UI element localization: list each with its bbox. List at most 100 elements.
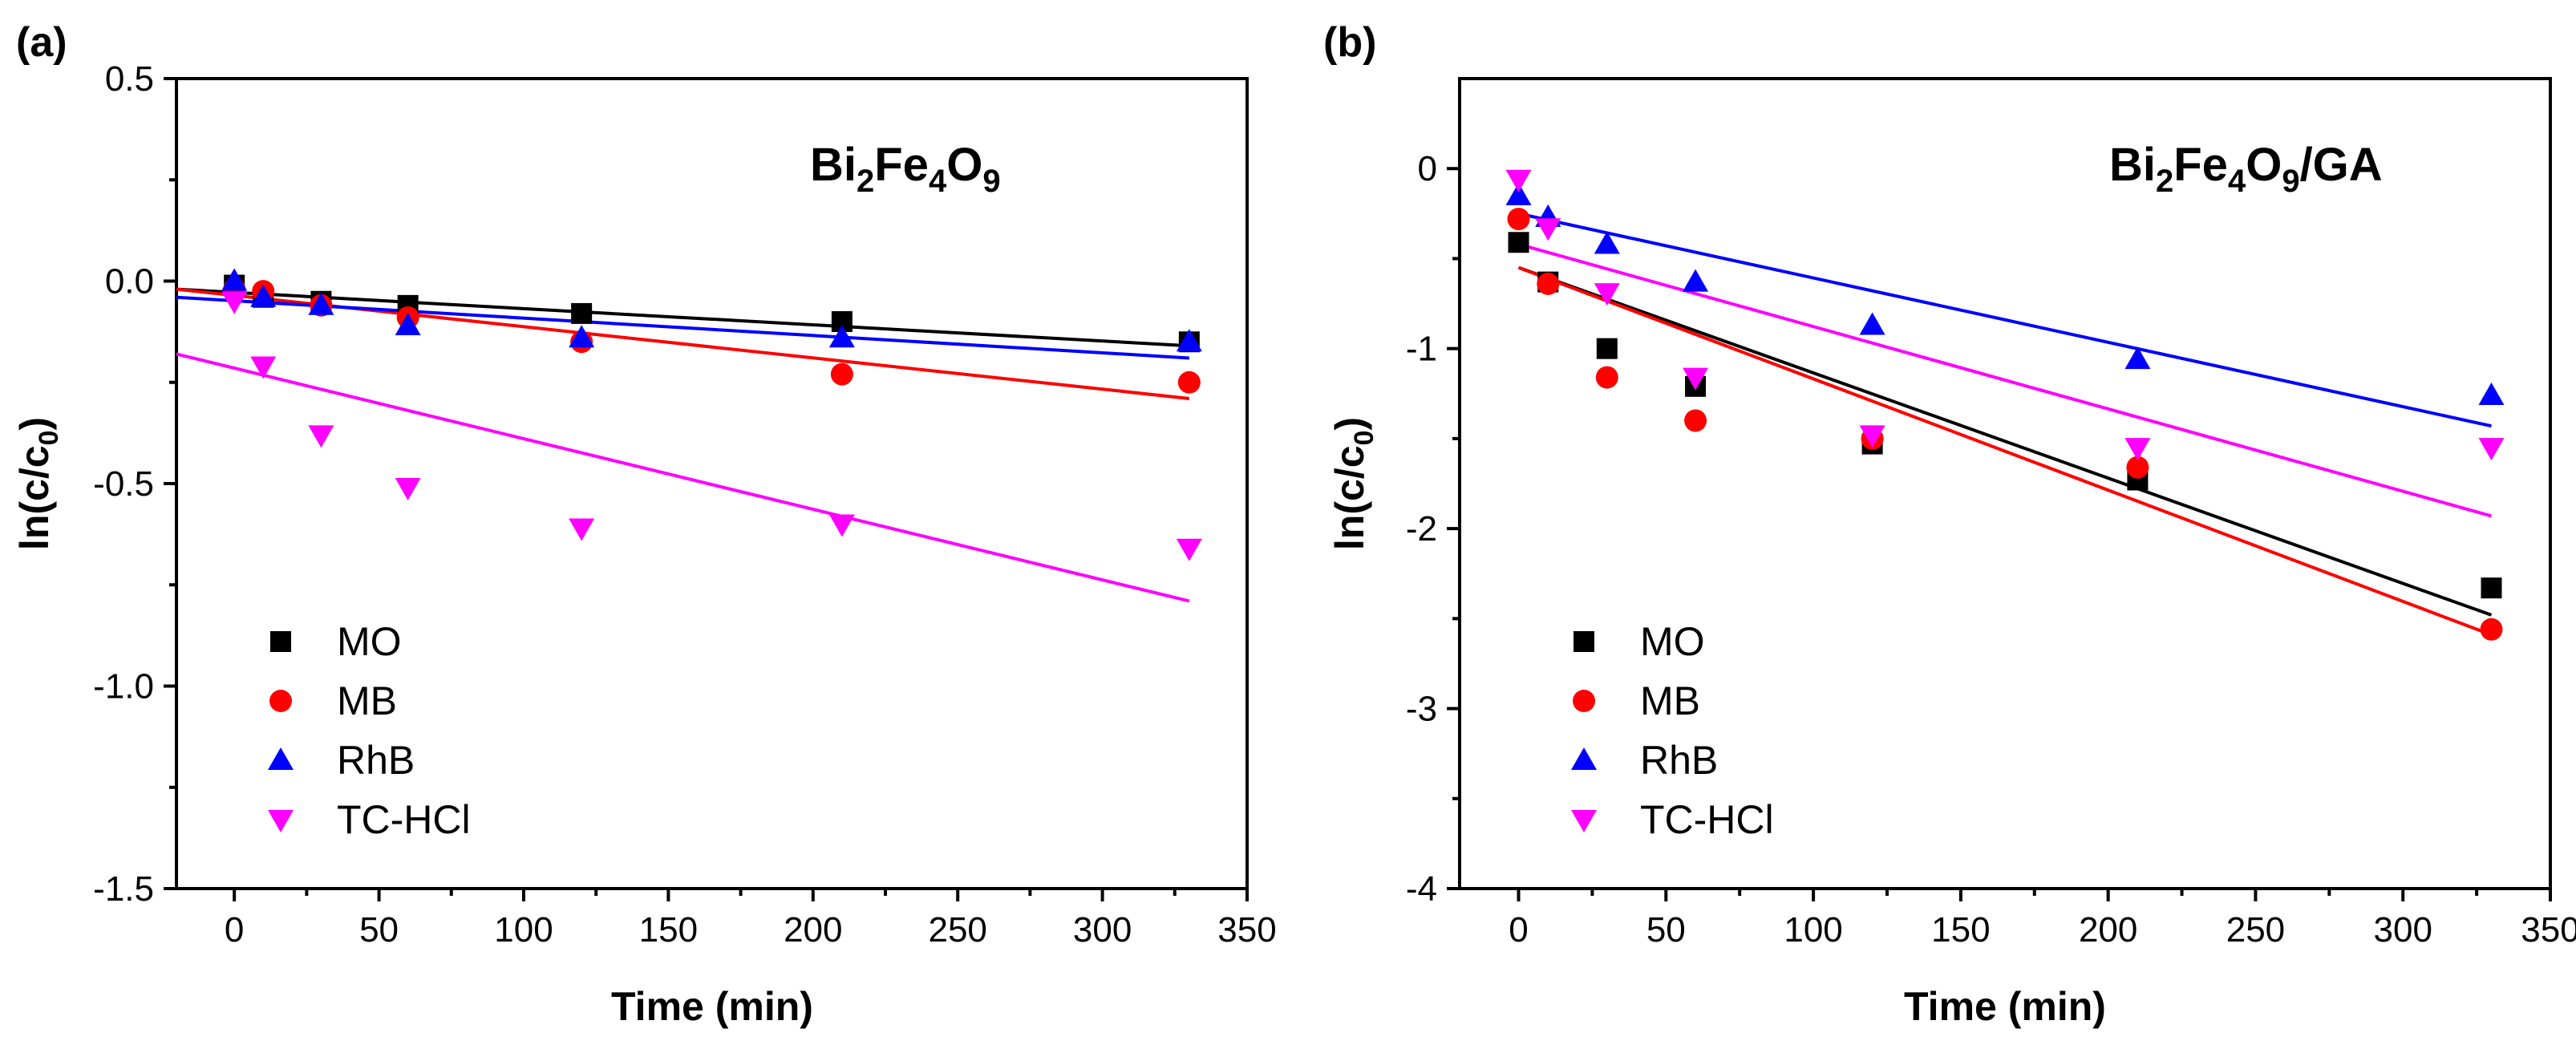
panel-label: (b): [1323, 19, 1376, 66]
data-point-tc-hcl: [308, 425, 334, 448]
fit-line-mo: [1517, 265, 2493, 617]
legend-label-mo: MO: [1640, 619, 1705, 664]
y-tick-label: -4: [1406, 869, 1437, 909]
data-point-mo: [1596, 338, 1618, 359]
data-point-tc-hcl: [395, 478, 421, 501]
data-point-rhb: [221, 268, 248, 291]
data-point-rhb: [250, 284, 277, 307]
legend-label-mb: MB: [1640, 678, 1700, 723]
legend-marker-tc-hcl: [1571, 810, 1597, 832]
data-point-rhb: [1594, 231, 1620, 254]
legend-label-mo: MO: [337, 619, 402, 664]
fit-line-tc-hcl: [176, 352, 1190, 603]
y-tick-label: -1.5: [93, 869, 154, 909]
x-tick-label: 100: [1784, 910, 1842, 950]
data-point-tc-hcl: [828, 514, 855, 537]
x-tick-label: 0: [225, 910, 244, 950]
y-tick-label: 0.0: [105, 262, 154, 302]
data-point-rhb: [1505, 182, 1532, 205]
y-tick-label: -0.5: [93, 464, 154, 504]
data-point-tc-hcl: [1683, 367, 1709, 391]
data-point-rhb: [1176, 329, 1202, 352]
fit-line-rhb: [176, 295, 1189, 360]
x-tick-label: 50: [1646, 910, 1686, 950]
x-tick-label: 300: [1073, 910, 1132, 950]
data-point-rhb: [2124, 346, 2151, 370]
data-point-mb: [2126, 456, 2149, 479]
data-point-mb: [1684, 409, 1707, 432]
legend-marker-mo: [270, 631, 291, 652]
data-point-tc-hcl: [1505, 169, 1532, 192]
data-point-tc-hcl: [1594, 283, 1620, 306]
data-point-rhb: [828, 325, 855, 348]
legend-label-mb: MB: [337, 678, 397, 723]
data-point-rhb: [569, 325, 595, 348]
data-point-tc-hcl: [1176, 538, 1202, 561]
data-point-rhb: [308, 292, 334, 315]
x-tick-label: 100: [494, 910, 553, 950]
data-point-mb: [1177, 371, 1201, 394]
data-point-mo: [1508, 232, 1529, 253]
legend-marker-mb: [269, 690, 292, 712]
x-tick-label: 350: [2521, 910, 2576, 950]
x-tick-label: 200: [784, 910, 842, 950]
x-tick-label: 200: [2079, 910, 2137, 950]
data-point-mb: [1595, 366, 1618, 389]
panel-label: (a): [16, 19, 67, 66]
fit-line-mo: [176, 287, 1189, 348]
data-point-mo: [2481, 577, 2502, 599]
chart-panel-b: 0 50 100 150 200 250 300 350 0 -1 -2 -3 -4 Time (min)…: [1323, 19, 2576, 1029]
y-tick-label: 0: [1418, 149, 1437, 188]
data-point-tc-hcl: [1859, 425, 1885, 448]
x-tick-label: 150: [1931, 910, 1990, 950]
x-tick-label: 300: [2374, 910, 2432, 950]
x-tick-label: 150: [639, 910, 698, 950]
x-tick-label: 250: [2226, 910, 2285, 950]
fit-line-tc-hcl: [1517, 242, 2493, 518]
data-point-tc-hcl: [1535, 218, 1561, 241]
legend: MO MB RhB TC-HCl: [268, 619, 471, 842]
x-tick-label: 250: [928, 910, 986, 950]
material-annotation: Bi2Fe4O9/GA: [2109, 139, 2383, 199]
y-axis-title: ln(c/c0): [1327, 417, 1379, 550]
data-point-mb: [830, 362, 853, 386]
y-axis-title: ln(c/c0): [12, 417, 64, 550]
data-point-tc-hcl: [2478, 438, 2505, 461]
legend-label-rhb: RhB: [1640, 738, 1718, 783]
chart-panel-a: 0 50 100 150 200 250 300 350 0.5 0.0 -0.5 -1.0 -1.5 T…: [12, 19, 1277, 1029]
x-axis-title: Time (min): [611, 984, 813, 1029]
legend-label-tc-hcl: TC-HCl: [337, 797, 471, 842]
data-point-rhb: [395, 313, 421, 336]
data-point-rhb: [1683, 269, 1709, 292]
data-point-mb: [1507, 208, 1530, 231]
data-point-tc-hcl: [569, 518, 595, 541]
legend-marker-tc-hcl: [268, 810, 294, 832]
data-point-mb: [1537, 272, 1560, 295]
x-tick-label: 350: [1217, 910, 1276, 950]
y-tick-label: -3: [1406, 690, 1437, 729]
fit-line-rhb: [1518, 212, 2492, 428]
data-point-tc-hcl: [250, 356, 277, 379]
legend-marker-mb: [1573, 690, 1595, 712]
legend-marker-rhb: [268, 747, 294, 770]
data-point-rhb: [2478, 383, 2505, 406]
data-point-tc-hcl: [2124, 438, 2151, 461]
data-point-tc-hcl: [221, 291, 248, 314]
legend-marker-mo: [1574, 631, 1594, 652]
plot-frame: [1458, 77, 2552, 890]
y-tick-label: 0.5: [105, 59, 154, 99]
data-point-mo: [571, 302, 593, 324]
x-tick-label: 0: [1509, 910, 1528, 950]
legend-label-tc-hcl: TC-HCl: [1640, 797, 1774, 842]
legend-marker-rhb: [1571, 747, 1597, 770]
x-axis-title: Time (min): [1904, 984, 2106, 1029]
legend: MO MB RhB TC-HCl: [1571, 619, 1774, 842]
fit-line-mb: [1517, 265, 2493, 637]
y-tick-label: -1.0: [93, 667, 154, 707]
material-annotation: Bi2Fe4O9: [810, 139, 1001, 199]
x-tick-label: 50: [359, 910, 399, 950]
legend-label-rhb: RhB: [337, 738, 415, 783]
y-tick-label: -1: [1406, 330, 1437, 369]
data-point-rhb: [1859, 312, 1885, 335]
